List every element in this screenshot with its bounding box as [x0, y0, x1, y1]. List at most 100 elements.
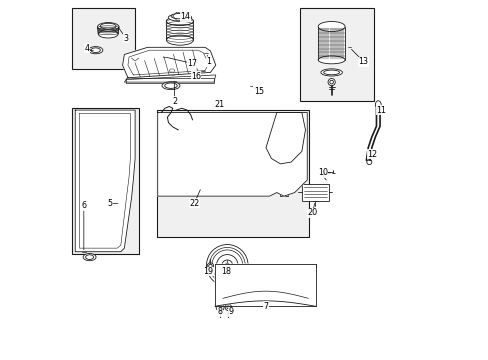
Polygon shape	[265, 113, 305, 164]
Ellipse shape	[166, 35, 193, 45]
Text: 10: 10	[317, 168, 327, 177]
Text: 1: 1	[206, 57, 211, 66]
Circle shape	[99, 202, 106, 209]
Circle shape	[224, 304, 231, 311]
Bar	[191, 155, 206, 175]
Text: 3: 3	[123, 34, 128, 43]
Bar	[238, 153, 257, 176]
Ellipse shape	[318, 56, 345, 64]
Circle shape	[199, 54, 204, 60]
Text: 6: 6	[81, 201, 86, 210]
Polygon shape	[122, 47, 215, 78]
Text: 4: 4	[84, 44, 89, 53]
Bar	[72, 108, 139, 253]
Text: 13: 13	[358, 57, 368, 66]
Bar	[126, 78, 214, 83]
Text: 5: 5	[107, 199, 112, 208]
Polygon shape	[75, 110, 135, 252]
Bar	[167, 155, 182, 175]
Ellipse shape	[323, 70, 339, 75]
Text: 22: 22	[189, 199, 199, 208]
Ellipse shape	[203, 52, 210, 58]
Circle shape	[167, 66, 177, 76]
Bar	[79, 134, 89, 141]
Circle shape	[285, 168, 290, 174]
Bar	[300, 8, 373, 101]
Ellipse shape	[166, 55, 174, 59]
Circle shape	[207, 263, 213, 269]
Circle shape	[366, 159, 371, 165]
Polygon shape	[215, 264, 315, 306]
Circle shape	[209, 247, 244, 283]
Circle shape	[222, 260, 232, 271]
Circle shape	[96, 198, 110, 212]
Circle shape	[216, 303, 224, 311]
Ellipse shape	[163, 54, 176, 60]
Polygon shape	[158, 113, 306, 196]
Bar	[216, 155, 231, 175]
Circle shape	[86, 167, 90, 171]
Text: 21: 21	[214, 100, 224, 109]
Bar	[79, 156, 86, 163]
Circle shape	[224, 263, 229, 267]
Bar	[279, 186, 287, 196]
Text: 18: 18	[221, 267, 231, 276]
Circle shape	[169, 68, 175, 73]
Bar	[301, 184, 328, 201]
Text: 7: 7	[263, 302, 268, 311]
Circle shape	[206, 244, 247, 286]
Circle shape	[218, 305, 222, 310]
Text: 17: 17	[187, 59, 197, 68]
Circle shape	[216, 255, 238, 276]
Bar	[214, 153, 233, 176]
Bar	[190, 153, 208, 176]
Ellipse shape	[375, 101, 380, 109]
Text: 8: 8	[217, 307, 222, 316]
Ellipse shape	[162, 82, 180, 90]
Ellipse shape	[91, 48, 100, 53]
Circle shape	[226, 306, 229, 309]
Ellipse shape	[171, 13, 188, 19]
Circle shape	[82, 164, 85, 167]
Bar	[72, 8, 135, 69]
Circle shape	[283, 129, 293, 138]
Ellipse shape	[130, 56, 138, 63]
Text: 20: 20	[307, 208, 317, 217]
Circle shape	[283, 166, 293, 176]
Circle shape	[211, 250, 242, 281]
Ellipse shape	[164, 83, 177, 88]
Ellipse shape	[168, 14, 191, 21]
Ellipse shape	[97, 23, 119, 31]
Ellipse shape	[318, 22, 345, 32]
Text: 2: 2	[172, 96, 177, 105]
Circle shape	[283, 153, 293, 163]
Bar	[165, 153, 184, 176]
Circle shape	[285, 143, 290, 148]
Bar	[215, 264, 315, 268]
Text: 16: 16	[191, 72, 201, 81]
Text: 15: 15	[253, 86, 264, 95]
Ellipse shape	[320, 69, 342, 76]
Circle shape	[285, 156, 290, 161]
Ellipse shape	[100, 23, 116, 29]
Text: 12: 12	[366, 150, 377, 159]
Circle shape	[85, 187, 121, 223]
Ellipse shape	[88, 46, 102, 54]
Circle shape	[329, 80, 333, 84]
Bar	[79, 144, 89, 152]
Circle shape	[78, 181, 127, 229]
Ellipse shape	[166, 17, 193, 26]
Ellipse shape	[254, 276, 276, 288]
Text: 9: 9	[228, 307, 233, 316]
Circle shape	[96, 120, 102, 127]
Circle shape	[281, 189, 286, 194]
Bar	[162, 143, 284, 154]
Circle shape	[208, 264, 212, 268]
Circle shape	[285, 131, 290, 136]
Ellipse shape	[85, 255, 93, 260]
Bar	[240, 155, 255, 175]
Ellipse shape	[98, 30, 118, 38]
Bar	[156, 110, 308, 237]
Text: 19: 19	[203, 267, 213, 276]
Ellipse shape	[83, 253, 96, 261]
